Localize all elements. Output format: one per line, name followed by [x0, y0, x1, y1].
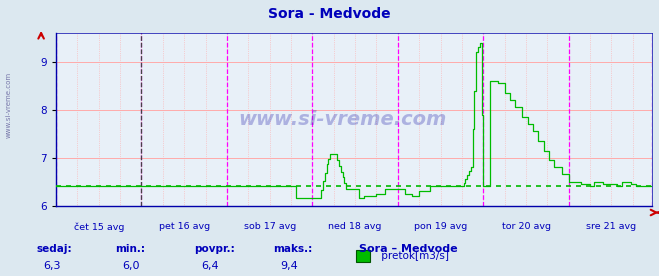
Text: 9,4: 9,4 — [280, 261, 298, 271]
Text: sob 17 avg: sob 17 avg — [244, 222, 296, 231]
Text: sre 21 avg: sre 21 avg — [587, 222, 637, 231]
Text: min.:: min.: — [115, 244, 146, 254]
Text: pon 19 avg: pon 19 avg — [414, 222, 467, 231]
Text: pretok[m3/s]: pretok[m3/s] — [378, 251, 449, 261]
Text: Sora – Medvode: Sora – Medvode — [359, 244, 458, 254]
Text: čet 15 avg: čet 15 avg — [74, 222, 124, 232]
Text: tor 20 avg: tor 20 avg — [501, 222, 550, 231]
Text: 6,4: 6,4 — [201, 261, 219, 271]
Text: Sora - Medvode: Sora - Medvode — [268, 7, 391, 21]
Text: www.si-vreme.com: www.si-vreme.com — [238, 110, 446, 129]
Text: povpr.:: povpr.: — [194, 244, 235, 254]
Text: pet 16 avg: pet 16 avg — [159, 222, 210, 231]
Text: maks.:: maks.: — [273, 244, 313, 254]
Text: ned 18 avg: ned 18 avg — [328, 222, 382, 231]
Text: www.si-vreme.com: www.si-vreme.com — [5, 72, 11, 138]
Text: 6,3: 6,3 — [43, 261, 61, 271]
Text: 6,0: 6,0 — [122, 261, 140, 271]
Text: sedaj:: sedaj: — [36, 244, 72, 254]
